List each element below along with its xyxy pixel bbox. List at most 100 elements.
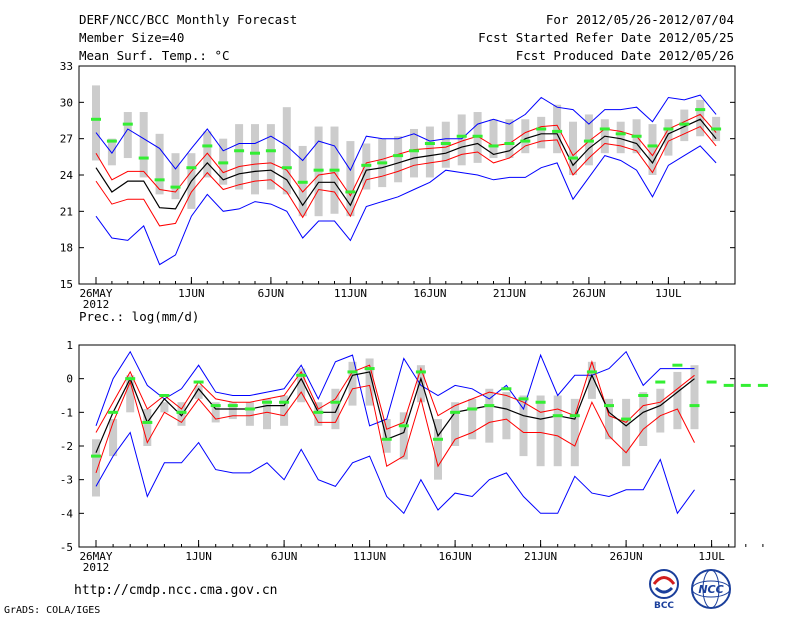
prec-spread-box	[331, 388, 340, 430]
temp-spread-box	[569, 121, 577, 175]
bcc-logo-text: BCC	[654, 601, 674, 610]
temp-ytick-label: 33	[60, 60, 73, 73]
prec-spread-box	[553, 395, 562, 467]
prec-spread-box	[673, 371, 682, 430]
prec-mean-line	[95, 371, 695, 453]
temp-spread-box	[616, 121, 625, 154]
temp-min-line	[95, 145, 717, 266]
temp-panel: 15 18 21 24 27 30 33 26MAY 1JUN 6JUN 11JUN 16JUN 21J…	[60, 60, 736, 311]
prec-ytick-label: 0	[66, 373, 73, 386]
forecast-produced-date: Fcst Produced Date 2012/05/26	[515, 48, 734, 63]
prec-spread-box	[570, 398, 579, 467]
temp-spread-box	[235, 124, 244, 190]
prec-spread-box	[297, 368, 306, 403]
source-url[interactable]: http://cmdp.ncc.cma.gov.cn	[74, 583, 278, 598]
forecast-period: For 2012/05/26-2012/07/04	[545, 12, 734, 27]
prec-spread-box	[228, 402, 237, 420]
prec-spread-box	[194, 385, 203, 399]
temp-spread-box	[505, 119, 514, 159]
forecast-started-date: Fcst Started Refer Date 2012/05/25	[478, 30, 734, 45]
prec-spread-box	[605, 398, 613, 440]
temp-xtick-label: 11JUN	[334, 287, 367, 300]
prec-spread-box	[468, 398, 477, 440]
temp-mean-line	[95, 118, 717, 210]
temp-spread-box	[203, 131, 212, 178]
temp-spread-box	[553, 104, 562, 154]
prec-spread-box	[399, 412, 408, 460]
temp-spread-box	[410, 128, 418, 178]
prec-xtick-label: 26JUN	[610, 550, 643, 563]
prec-spread-box	[536, 395, 545, 467]
prec-spread-box	[280, 395, 289, 426]
temp-spread-box	[251, 124, 259, 195]
prec-spread-box	[451, 402, 460, 446]
prec-spread-box	[245, 402, 254, 426]
prec-lower-line	[95, 380, 695, 474]
temp-spread-box	[171, 153, 180, 200]
prec-spread-box	[92, 439, 100, 497]
member-size: Member Size=40	[79, 30, 185, 45]
grads-credit: GrADS: COLA/IGES	[4, 605, 101, 616]
chart-title: DERF/NCC/BCC Monthly Forecast	[79, 12, 298, 27]
bcc-logo-icon: BCC	[649, 569, 679, 610]
prec-spread-box	[485, 388, 494, 443]
precip-panel-title: Prec.: log(mm/d)	[79, 309, 200, 324]
prec-spread-box	[348, 361, 357, 406]
prec-spread-box	[109, 419, 118, 457]
temp-lower-line	[95, 125, 717, 227]
temp-ytick-label: 27	[60, 133, 73, 146]
ncc-logo-text: NCC	[698, 583, 723, 596]
prec-min-line	[95, 431, 695, 515]
prec-spread-box	[160, 402, 169, 413]
prec-spread-box	[587, 361, 596, 399]
temp-spread-box	[92, 85, 100, 161]
temp-spread-box	[537, 116, 546, 149]
prec-ytick-label: -3	[60, 474, 73, 487]
temp-spread-box	[394, 136, 403, 183]
prec-max-line	[95, 350, 695, 427]
temp-year-label: 2012	[83, 298, 110, 311]
temp-xtick-label: 26MAY	[79, 287, 112, 300]
temp-spread-box	[266, 124, 275, 190]
prec-xtick-label: 16JUN	[439, 550, 472, 563]
prec-spread-box	[211, 402, 220, 423]
temp-xtick-label: 6JUN	[258, 287, 285, 300]
prec-ytick-label: -2	[60, 440, 73, 453]
prec-spread-box	[263, 398, 271, 430]
prec-spread-box	[434, 419, 442, 480]
prec-spread-box	[416, 365, 425, 403]
prec-xtick-label: 21JUN	[524, 550, 557, 563]
temp-spread-box	[425, 126, 434, 178]
temp-spread-box	[457, 114, 466, 166]
prec-spread-box	[314, 402, 323, 426]
prec-spread-box	[382, 419, 391, 453]
temp-max-line	[95, 94, 717, 172]
temp-ytick-label: 18	[60, 242, 73, 255]
ncc-logo-icon: NCC	[691, 569, 731, 609]
prec-spread-box	[177, 402, 186, 426]
prec-xtick-label: 1JUL	[698, 550, 725, 563]
prec-panel: -5 -4 -3 -2 -1 0 1 26MAY 1JUN 6JUN 11JUN 16JUN 21JUN…	[60, 339, 768, 574]
temp-ytick-label: 24	[60, 169, 74, 182]
prec-spread-box	[365, 358, 374, 406]
prec-spread-box	[143, 408, 152, 446]
temp-upper-line	[95, 113, 717, 197]
temp-xtick-label: 16JUN	[413, 287, 446, 300]
temp-spread-box	[664, 119, 673, 156]
prec-upper-line	[95, 360, 695, 433]
prec-spread-box	[519, 395, 528, 457]
prec-spread-box	[126, 375, 135, 413]
temp-spread-box	[648, 124, 657, 175]
temp-spread-box	[107, 138, 116, 166]
temp-ytick-label: 15	[60, 278, 73, 291]
prec-ytick-label: -1	[60, 406, 73, 419]
temp-spread-box	[155, 133, 164, 195]
temp-xtick-label: 21JUN	[493, 287, 526, 300]
temp-xtick-label: 26JUN	[572, 287, 605, 300]
temp-ytick-label: 30	[60, 96, 73, 109]
prec-xtick-label: 6JUN	[271, 550, 298, 563]
prec-spread-box	[639, 392, 648, 446]
prec-ytick-label: -5	[60, 541, 73, 554]
temp-spread-box	[346, 141, 355, 217]
temp-spread-box	[489, 119, 498, 159]
